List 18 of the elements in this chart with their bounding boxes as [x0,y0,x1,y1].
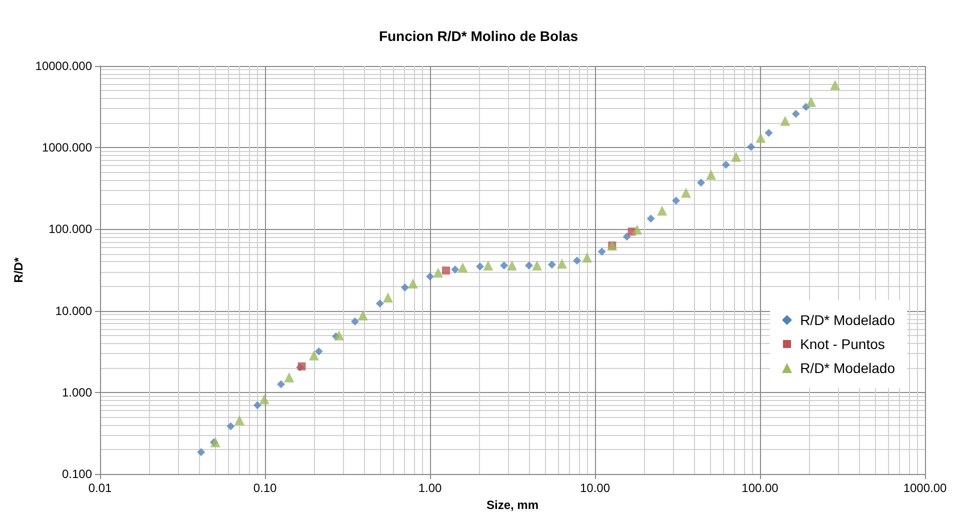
x-tick-label: 100.00 [742,481,779,496]
y-tick-label: 0.100 [62,467,92,482]
y-axis-title: R/D* [11,257,26,283]
x-tick-label: 1000.00 [903,481,948,496]
x-axis-title: Size, mm [486,498,539,512]
legend-label: R/D* Modelado [800,312,895,328]
x-tick-label: 1.00 [418,481,442,496]
x-tick-label: 10.00 [580,481,610,496]
chart-title: Funcion R/D* Molino de Bolas [378,28,578,44]
y-tick-label: 1.000 [62,385,92,400]
y-tick-label: 1000.000 [42,140,92,155]
legend-label: Knot - Puntos [800,336,885,352]
x-tick-label: 0.01 [88,481,112,496]
x-tick-label: 0.10 [253,481,277,496]
y-tick-label: 10000.000 [35,59,92,73]
legend-label: R/D* Modelado [800,360,895,376]
y-tick-label: 100.000 [48,222,92,236]
y-tick-label: 10.000 [55,304,92,318]
